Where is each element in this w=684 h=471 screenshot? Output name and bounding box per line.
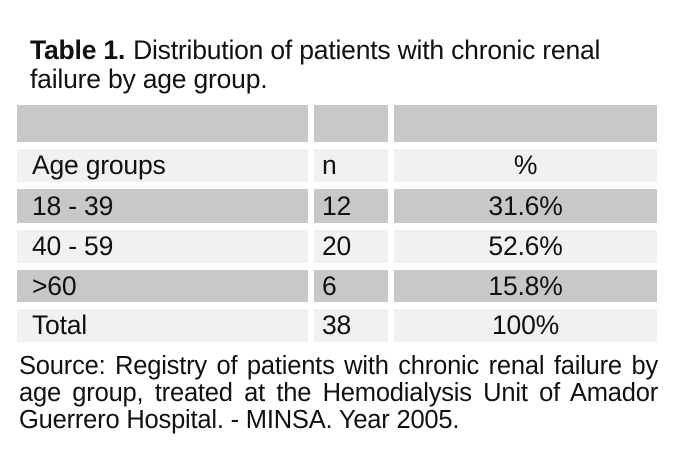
table-spacer-cell bbox=[394, 105, 657, 142]
source-note: Source: Registry of patients with chroni… bbox=[19, 353, 658, 434]
source-note-line-3: Guerrero Hospital. - MINSA. Year 2005. bbox=[19, 406, 460, 434]
data-table: Age groups n % 18 - 39 12 31.6% 40 - 59 … bbox=[17, 105, 658, 342]
table-caption-line-2: failure by age group. bbox=[30, 64, 268, 94]
table-caption: Table 1. Distribution of patients with ch… bbox=[30, 36, 662, 94]
table-row-n-cell: 6 bbox=[314, 270, 388, 302]
column-header-age-groups: Age groups bbox=[17, 149, 308, 182]
table-row-age-cell: 18 - 39 bbox=[17, 189, 308, 223]
table-row-total-label-cell: Total bbox=[17, 309, 308, 342]
column-header-n: n bbox=[314, 149, 388, 182]
table-row-age-cell: >60 bbox=[17, 270, 308, 302]
table-row-n-cell: 20 bbox=[314, 230, 388, 263]
table-row-n-cell: 12 bbox=[314, 189, 388, 223]
table-spacer-cell bbox=[17, 105, 308, 142]
source-note-line-2: age group, treated at the Hemodialysis U… bbox=[19, 379, 658, 407]
table-row-total-percent-cell: 100% bbox=[394, 309, 657, 342]
table-row-total-n-cell: 38 bbox=[314, 309, 388, 342]
table-number-label: Table 1. bbox=[30, 35, 126, 65]
table-row-percent-cell: 52.6% bbox=[394, 230, 657, 263]
table-row-percent-cell: 15.8% bbox=[394, 270, 657, 302]
table-spacer-cell bbox=[314, 105, 388, 142]
table-caption-text: Distribution of patients with chronic re… bbox=[133, 35, 601, 65]
source-note-line-1: Source: Registry of patients with chroni… bbox=[19, 352, 658, 380]
table-row-age-cell: 40 - 59 bbox=[17, 230, 308, 263]
table-caption-line-1: Table 1. Distribution of patients with ch… bbox=[30, 36, 662, 65]
column-header-percent: % bbox=[394, 149, 657, 182]
table-row-percent-cell: 31.6% bbox=[394, 189, 657, 223]
